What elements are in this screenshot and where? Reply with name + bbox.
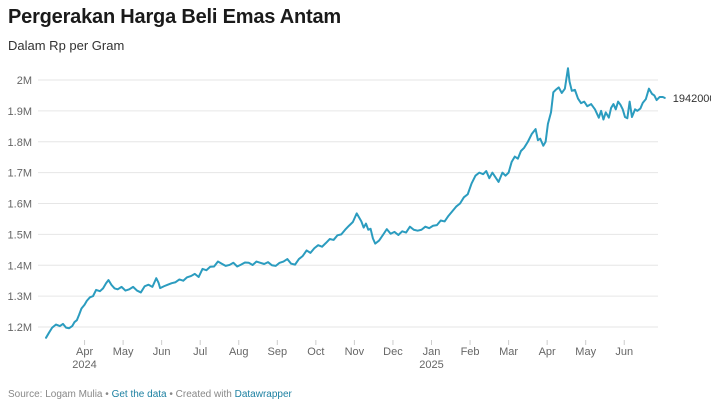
x-tick-label: May [113,346,134,358]
y-tick-label: 1.2M [8,322,32,334]
y-tick-label: 1.5M [8,229,32,241]
x-tick-label: Jun [615,346,633,358]
y-tick-label: 1.6M [8,199,32,211]
annotations: 1942000 [673,93,711,105]
y-tick-label: 1.3M [8,291,32,303]
x-year-label: 2025 [419,359,443,371]
x-tick-label: Sep [268,346,288,358]
end-value-label: 1942000 [673,93,711,105]
footer: Source: Logam Mulia • Get the data • Cre… [8,389,292,400]
x-tick-label: Oct [307,346,324,358]
x-tick-label: Jun [153,346,171,358]
source-text: Source: Logam Mulia [8,389,103,400]
y-tick-label: 1.7M [8,168,32,180]
y-tick-label: 2M [17,75,32,87]
footer-separator: • Created with [166,389,235,400]
x-tick-label: Feb [461,346,480,358]
x-tick-label: Jul [193,346,207,358]
series-layer [45,67,666,339]
series-line [45,67,666,339]
y-tick-label: 1.4M [8,260,32,272]
chart-title: Pergerakan Harga Beli Emas Antam [8,6,342,28]
datawrapper-link[interactable]: Datawrapper [234,389,292,400]
x-tick-label: Dec [383,346,403,358]
x-tick-label: Jan [423,346,441,358]
x-tick-label: May [575,346,596,358]
y-axis-labels: 1.2M 1.3M 1.4M 1.5M 1.6M 1.7M 1.8M 1.9M 2M [8,75,32,334]
x-tick-label: Apr [76,346,93,358]
gridlines [38,79,658,328]
x-tick-label: Apr [539,346,556,358]
chart-subtitle: Dalam Rp per Gram [8,38,125,53]
y-tick-label: 1.9M [8,106,32,118]
y-tick-label: 1.8M [8,137,32,149]
x-year-label: 2024 [72,359,96,371]
get-data-link[interactable]: Get the data [111,389,167,400]
x-tick-label: Mar [499,346,518,358]
x-tick-label: Nov [345,346,365,358]
x-tick-label: Aug [229,346,249,358]
footer-separator: • [102,389,112,400]
